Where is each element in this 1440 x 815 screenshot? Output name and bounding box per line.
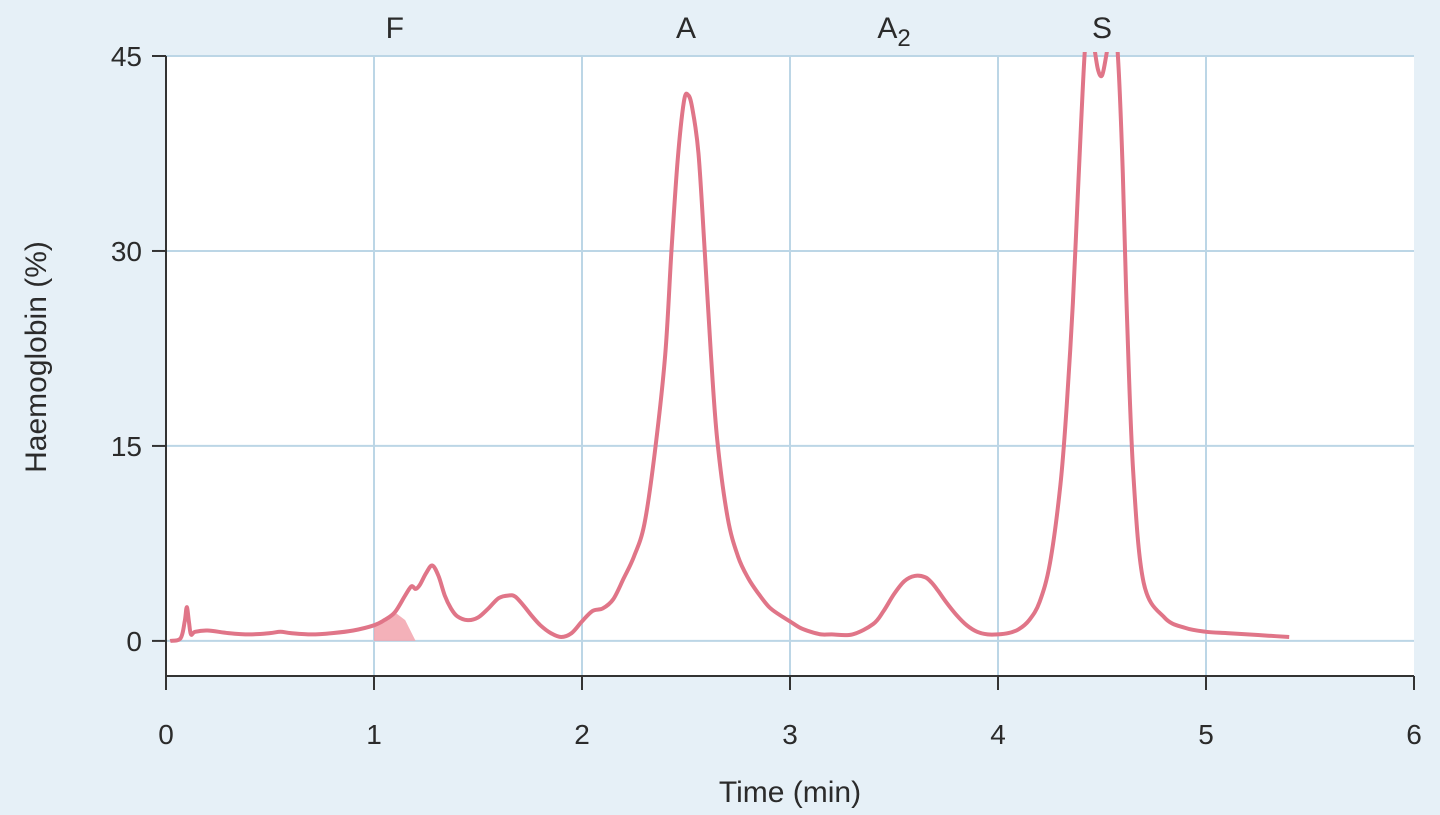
y-axis-ticks: 0 15 30 45 — [111, 41, 166, 657]
x-tick-label: 2 — [574, 719, 590, 750]
x-tick-label: 1 — [366, 719, 382, 750]
peak-label: S — [1092, 12, 1112, 45]
peak-label: A2 — [877, 12, 910, 52]
gridlines — [166, 55, 1414, 676]
x-axis-ticks: 0 1 2 3 4 5 6 — [158, 676, 1422, 750]
x-axis-title: Time (min) — [719, 776, 861, 809]
peak-label: F — [386, 12, 404, 45]
x-tick-label: 5 — [1198, 719, 1214, 750]
y-tick-label: 30 — [111, 236, 142, 267]
x-tick-label: 0 — [158, 719, 174, 750]
shaded-region — [374, 612, 416, 641]
y-tick-label: 0 — [126, 626, 142, 657]
y-axis-title: Haemoglobin (%) — [20, 241, 53, 473]
x-tick-label: 4 — [990, 719, 1006, 750]
x-tick-label: 3 — [782, 719, 798, 750]
peak-labels: F A A2 S — [386, 12, 1112, 52]
x-tick-label: 6 — [1406, 719, 1422, 750]
peak-label: A — [676, 12, 696, 45]
y-tick-label: 45 — [111, 41, 142, 72]
peak-label-subscript: 2 — [897, 25, 910, 52]
series-line — [169, 52, 1290, 643]
series-group — [169, 52, 1290, 643]
y-tick-label: 15 — [111, 431, 142, 462]
shaded-area — [374, 612, 416, 641]
